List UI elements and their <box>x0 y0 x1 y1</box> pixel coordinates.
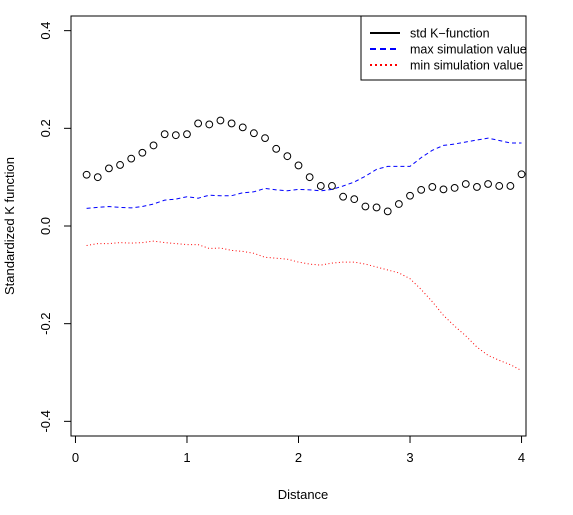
k-function-point <box>428 183 437 191</box>
x-tick-label: 0 <box>72 450 79 465</box>
k-function-point <box>82 170 91 179</box>
k-function-point <box>294 161 303 170</box>
k-function-point <box>249 129 258 138</box>
k-function-point <box>105 164 113 173</box>
k-function-point <box>461 180 470 188</box>
k-function-point <box>116 161 124 169</box>
min-simulation-line <box>86 240 522 372</box>
x-tick-label: 4 <box>518 450 525 465</box>
x-tick-label: 2 <box>295 450 302 465</box>
k-function-point <box>305 173 314 182</box>
k-function-point <box>127 154 136 163</box>
k-function-point <box>171 131 180 140</box>
k-function-point <box>517 170 526 179</box>
k-function-point <box>495 182 504 190</box>
k-function-point <box>238 123 247 132</box>
y-tick-label: -0.2 <box>38 312 53 334</box>
k-function-point <box>316 182 325 190</box>
series-layer <box>82 116 526 372</box>
k-function-point <box>138 148 147 157</box>
k-function-point <box>194 119 203 128</box>
k-function-point <box>406 191 414 200</box>
k-function-point <box>506 182 515 190</box>
k-function-point <box>216 116 225 125</box>
k-function-point <box>283 152 292 161</box>
k-function-point <box>183 130 191 139</box>
k-function-point <box>417 185 426 194</box>
k-function-point <box>439 185 448 194</box>
x-axis-title: Distance <box>278 487 329 502</box>
k-function-point <box>383 207 392 216</box>
k-function-point <box>93 173 102 182</box>
k-function-point <box>394 200 403 208</box>
k-function-point <box>350 195 359 204</box>
k-function-point <box>160 130 169 139</box>
y-tick-label: 0.4 <box>38 22 53 40</box>
k-function-point <box>149 141 158 150</box>
x-tick-label: 1 <box>183 450 190 465</box>
y-axis: -0.4 -0.2 0.0 0.2 0.4 <box>38 22 71 433</box>
k-function-point <box>328 182 336 190</box>
y-tick-label: -0.4 <box>38 410 53 432</box>
max-simulation-line <box>86 137 522 209</box>
y-tick-label: 0.0 <box>38 217 53 235</box>
k-function-point <box>272 144 281 153</box>
y-tick-label: 0.2 <box>38 119 53 137</box>
k-function-point <box>227 119 236 128</box>
k-function-point <box>372 203 381 212</box>
k-function-point <box>450 184 459 192</box>
legend-box <box>360 15 527 81</box>
k-function-point <box>484 180 492 188</box>
legend-label: std K−function <box>410 27 490 41</box>
y-axis-title: Standardized K function <box>2 157 17 295</box>
k-function-point <box>339 192 348 201</box>
legend: std K−function max simulation value min si… <box>360 15 527 81</box>
legend-label: max simulation value <box>410 43 527 57</box>
x-tick-label: 3 <box>406 450 413 465</box>
k-function-point <box>473 183 481 191</box>
x-axis: 0 1 2 3 4 <box>72 436 525 465</box>
k-function-point <box>361 202 370 211</box>
legend-label: min simulation value <box>410 59 523 73</box>
k-function-point <box>261 134 269 142</box>
k-function-point <box>205 120 214 129</box>
